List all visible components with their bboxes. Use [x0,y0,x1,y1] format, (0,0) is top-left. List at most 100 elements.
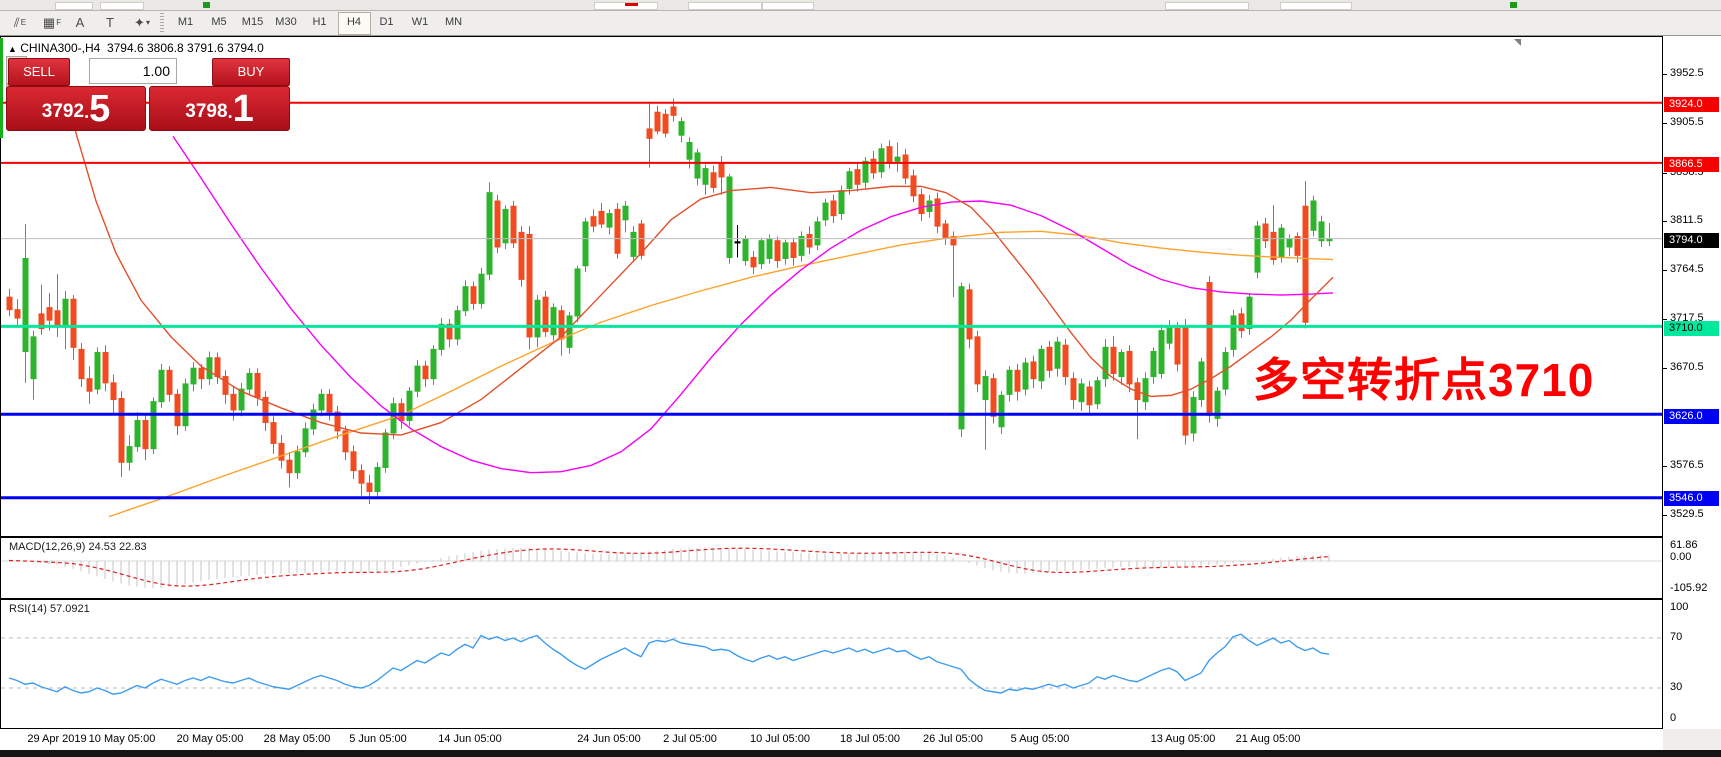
time-axis[interactable]: 29 Apr 2019 10 May 05:00 20 May 05:00 28 Ma… [0,729,1663,750]
price-axis[interactable]: 3952.5 3905.5 3858.5 3811.5 3764.5 3717.5 3670… [1663,36,1721,729]
chart-annotation-text[interactable]: 多空转折点3710 [1253,354,1595,406]
time-axis-label: 2 Jul 05:00 [663,733,717,745]
rsi-chart-canvas[interactable] [1,600,1662,728]
shapes-icon[interactable]: ✦ ▾ [128,12,156,33]
time-axis-label: 5 Aug 05:00 [1010,733,1070,745]
timeframe-button-mn[interactable]: MN [444,16,463,28]
time-axis-label: 20 May 05:00 [176,733,244,745]
macd-chart-canvas[interactable] [1,538,1662,598]
price-axis-label: 3670.5 [1670,361,1704,373]
macd-label: MACD(12,26,9) 24.53 22.83 [9,541,147,553]
top-cutoff-toolbar [0,0,1721,11]
macd-indicator-pane[interactable]: MACD(12,26,9) 24.53 22.83 [0,537,1663,599]
sell-button[interactable]: SELL [8,58,70,86]
menu-fragment-icon [625,3,638,6]
toolbar-fragment [688,2,762,10]
time-axis-label: 21 Aug 05:00 [1235,733,1301,745]
text-icon[interactable]: A [66,12,94,33]
sell-price-dot: . [84,102,90,122]
toolbar-separator [160,13,164,32]
rsi-axis-label: 30 [1670,681,1683,693]
sell-price-main: 3792 [41,101,85,122]
volume-input[interactable] [89,58,177,84]
price-axis-tick [1663,466,1667,467]
icon-sub-label: E [20,18,27,27]
price-axis-label: 3529.5 [1670,508,1704,520]
price-axis-tick [1663,173,1667,174]
buy-price-button[interactable]: 3798. 1 [149,86,290,131]
time-axis-label: 29 Apr 2019 [27,733,87,745]
rsi-indicator-pane[interactable]: RSI(14) 57.0921 [0,599,1663,729]
label-icon[interactable]: T [96,12,124,33]
toolbar-fragment [100,2,144,10]
buy-button[interactable]: BUY [212,58,290,86]
channels-icon[interactable]: ⫽ E [6,12,34,33]
fibonacci-icon: ▦ [42,14,56,30]
main-chart-pane[interactable] [0,36,1663,537]
buy-price-frac: 1 [232,88,254,130]
main-toolbar: ⫽ E ▦ F A T ✦ ▾ M1 M5 M15 M30 H1 H4 D1 W1 MN [0,11,1721,36]
symbol-title-text: CHINA300-,H4 3794.6 3806.8 3791.6 3794.0 [16,41,264,55]
rsi-axis-label: 0 [1670,712,1677,724]
time-axis-label: 10 May 05:00 [88,733,156,745]
price-axis-tick [1663,368,1667,369]
timeframe-button-w1[interactable]: W1 [411,16,429,28]
price-axis-label: 3576.5 [1670,459,1704,471]
sell-price-frac: 5 [89,88,111,130]
timeframe-button-h4[interactable]: H4 [337,12,371,35]
candlestick-chart-canvas[interactable] [1,37,1662,536]
price-level-badge: 3546.0 [1664,491,1719,506]
timeframe-button-m1[interactable]: M1 [177,16,194,28]
rsi-axis-label: 100 [1670,601,1689,613]
price-axis-tick [1663,319,1667,320]
toolbar-fragment [55,2,93,10]
price-axis-tick [1663,515,1667,516]
timeframe-button-d1[interactable]: D1 [379,16,394,28]
price-axis-label: 3952.5 [1670,67,1704,79]
label-icon: T [106,15,114,30]
one-click-trading-panel: SELL ▼ ▲ BUY 3792.5 3798.1 [6,56,290,133]
price-axis-label: 3905.5 [1670,116,1704,128]
bottom-cutoff-panel [0,750,1721,757]
price-axis-tick [1663,221,1667,222]
status-dot-icon [1510,2,1517,8]
timeframe-button-m30[interactable]: M30 [275,16,297,28]
buy-price-main: 3798 [185,101,228,122]
macd-axis-label: 61.86 [1670,539,1698,551]
timeframe-button-m15[interactable]: M15 [241,16,264,28]
time-axis-label: 26 Jul 05:00 [923,733,983,745]
timeframe-button-m5[interactable]: M5 [211,16,227,28]
price-axis-label: 3811.5 [1670,214,1703,226]
time-axis-label: 14 Jun 05:00 [438,733,502,745]
macd-axis-label: 0.00 [1670,551,1692,563]
collapse-marker-icon[interactable]: ▲ [8,44,17,54]
time-axis-label: 28 May 05:00 [263,733,331,745]
price-axis-tick [1663,270,1667,271]
sell-price-button[interactable]: 3792. 5 [6,86,146,131]
rsi-axis-label: 70 [1670,631,1683,643]
fibonacci-icon[interactable]: ▦ F [38,12,66,33]
price-level-badge: 3710.0 [1664,321,1719,336]
time-axis-label: 5 Jun 05:00 [349,733,407,745]
toolbar-fragment [594,2,658,10]
price-axis-tick [1663,123,1667,124]
macd-axis-label: -105.92 [1670,582,1708,594]
rsi-label: RSI(14) 57.0921 [9,603,90,615]
price-level-badge: 3866.5 [1664,157,1719,172]
price-level-badge: 3794.0 [1664,233,1719,248]
vertical-line-object[interactable] [0,38,3,138]
toolbar-fragment [762,2,814,10]
timeframe-button-h1[interactable]: H1 [312,16,327,28]
shapes-icon: ✦ [134,14,145,30]
time-axis-label: 18 Jul 05:00 [840,733,900,745]
price-level-badge: 3924.0 [1664,97,1719,112]
channels-icon: ⫽ [13,14,20,30]
price-axis-tick [1663,74,1667,75]
chart-shift-marker-icon[interactable] [1514,39,1521,46]
time-axis-label: 10 Jul 05:00 [750,733,810,745]
status-dot-icon [203,2,210,8]
price-axis-label: 3764.5 [1670,263,1704,275]
time-axis-label: 24 Jun 05:00 [577,733,641,745]
time-axis-label: 13 Aug 05:00 [1150,733,1216,745]
